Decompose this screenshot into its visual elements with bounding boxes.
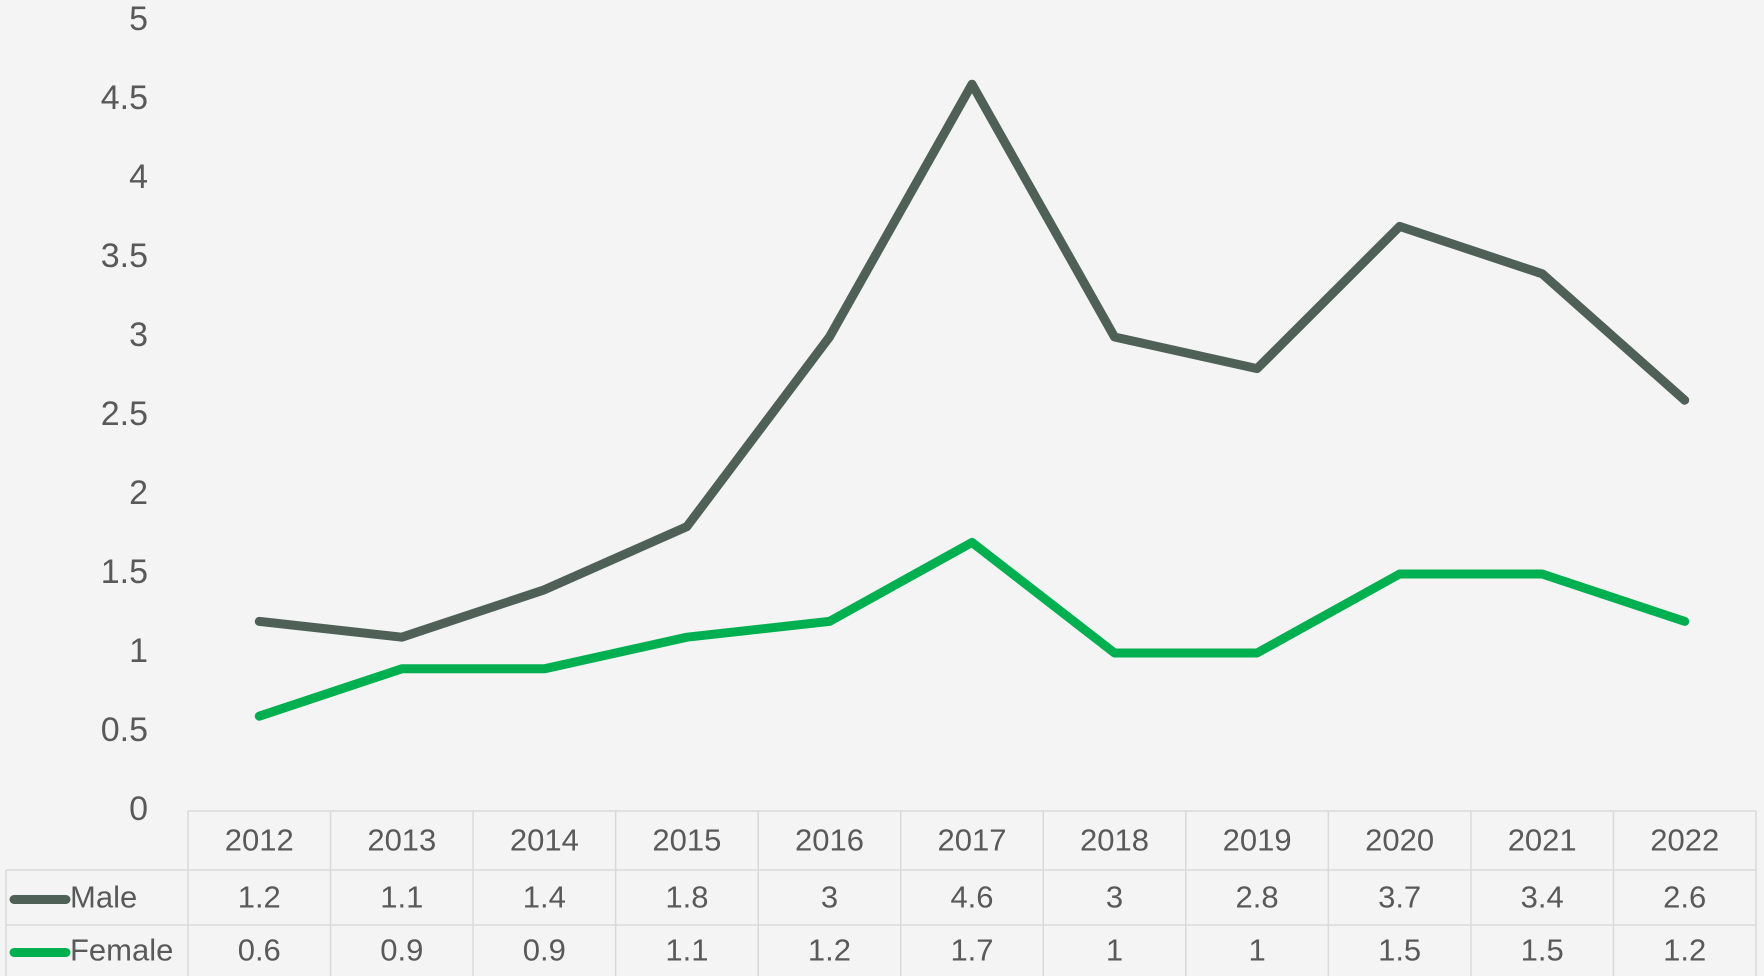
table-value: 0.9 [380,933,423,968]
table-value: 1 [1248,933,1265,968]
table-value: 2.6 [1663,880,1706,915]
table-value: 0.6 [238,933,281,968]
y-tick-label: 5 [129,0,148,38]
x-tick-label: 2018 [1080,823,1149,858]
table-value: 1.1 [380,880,423,915]
x-tick-label: 2017 [938,823,1007,858]
table-value: 1.2 [238,880,281,915]
table-value: 0.9 [523,933,566,968]
y-tick-label: 3.5 [101,237,148,275]
y-tick-label: 2 [129,474,148,512]
table-value: 1.5 [1378,933,1421,968]
y-tick-label: 2.5 [101,395,148,433]
y-tick-label: 4.5 [101,79,148,117]
table-value: 1.5 [1521,933,1564,968]
table-value: 1.1 [665,933,708,968]
x-tick-label: 2012 [225,823,294,858]
y-tick-label: 0 [129,790,148,828]
table-value: 1 [1106,933,1123,968]
table-value: 3 [1106,880,1123,915]
line-series [254,79,1690,642]
x-tick-label: 2016 [795,823,864,858]
table-value: 3.7 [1378,880,1421,915]
table-value: 1.2 [1663,933,1706,968]
x-tick-label: 2014 [510,823,579,858]
x-tick-label: 2021 [1508,823,1577,858]
x-tick-label: 2020 [1365,823,1434,858]
table-value: 3.4 [1521,880,1564,915]
y-tick-label: 1.5 [101,553,148,591]
table-value: 3 [821,880,838,915]
y-tick-label: 4 [129,158,148,196]
x-tick-label: 2013 [367,823,436,858]
table-value: 4.6 [950,880,993,915]
x-tick-label: 2022 [1650,823,1719,858]
x-tick-label: 2015 [652,823,721,858]
x-tick-label: 2019 [1223,823,1292,858]
legend-label: Female [70,933,173,968]
y-tick-label: 1 [129,632,148,670]
table-value: 1.8 [665,880,708,915]
table-value: 1.7 [950,933,993,968]
y-tick-label: 3 [129,316,148,354]
y-tick-label: 0.5 [101,711,148,749]
table-value: 1.4 [523,880,566,915]
table-value: 2.8 [1236,880,1279,915]
legend-label: Male [70,880,137,915]
table-value: 1.2 [808,933,851,968]
line-series [254,537,1690,721]
